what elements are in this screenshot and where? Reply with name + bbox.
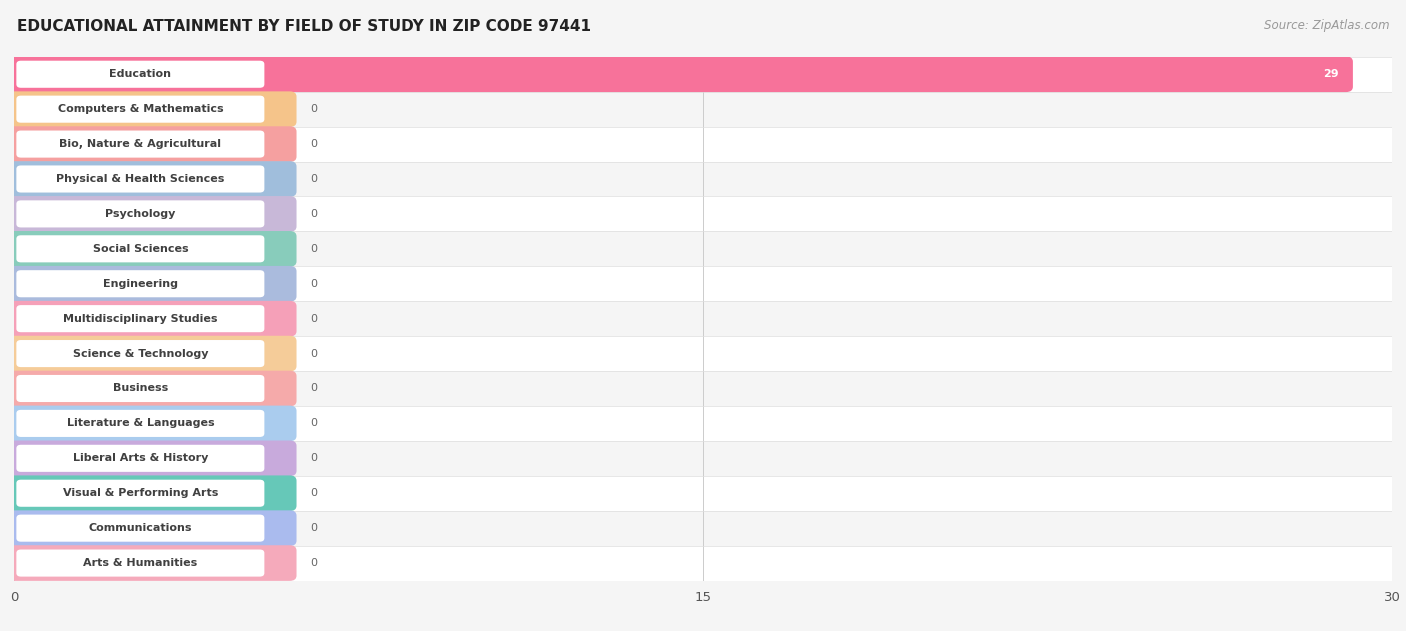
Text: 0: 0 <box>311 558 318 568</box>
Text: Liberal Arts & History: Liberal Arts & History <box>73 453 208 463</box>
FancyBboxPatch shape <box>17 165 264 192</box>
Bar <box>14 371 1392 406</box>
Text: 0: 0 <box>311 174 318 184</box>
Text: Visual & Performing Arts: Visual & Performing Arts <box>63 488 218 498</box>
Text: 0: 0 <box>311 279 318 289</box>
Text: 0: 0 <box>311 348 318 358</box>
Bar <box>14 57 1392 91</box>
FancyBboxPatch shape <box>17 201 264 227</box>
FancyBboxPatch shape <box>7 545 297 581</box>
FancyBboxPatch shape <box>17 96 264 122</box>
Bar <box>14 301 1392 336</box>
FancyBboxPatch shape <box>7 161 297 197</box>
Text: Bio, Nature & Agricultural: Bio, Nature & Agricultural <box>59 139 221 149</box>
Text: Communications: Communications <box>89 523 193 533</box>
FancyBboxPatch shape <box>7 196 297 232</box>
Text: Business: Business <box>112 384 167 394</box>
Bar <box>14 196 1392 232</box>
Text: Science & Technology: Science & Technology <box>73 348 208 358</box>
FancyBboxPatch shape <box>17 480 264 507</box>
FancyBboxPatch shape <box>7 475 297 511</box>
FancyBboxPatch shape <box>17 131 264 158</box>
FancyBboxPatch shape <box>17 61 264 88</box>
Text: 0: 0 <box>311 488 318 498</box>
FancyBboxPatch shape <box>7 336 297 372</box>
FancyBboxPatch shape <box>7 406 297 441</box>
Text: Source: ZipAtlas.com: Source: ZipAtlas.com <box>1264 19 1389 32</box>
FancyBboxPatch shape <box>17 340 264 367</box>
Text: Engineering: Engineering <box>103 279 179 289</box>
Bar <box>14 441 1392 476</box>
Text: 0: 0 <box>311 453 318 463</box>
Text: Education: Education <box>110 69 172 80</box>
Text: 0: 0 <box>311 384 318 394</box>
FancyBboxPatch shape <box>17 305 264 332</box>
FancyBboxPatch shape <box>7 231 297 267</box>
Text: Arts & Humanities: Arts & Humanities <box>83 558 197 568</box>
Bar <box>14 476 1392 510</box>
Bar <box>14 406 1392 441</box>
FancyBboxPatch shape <box>7 56 1353 92</box>
Bar <box>14 336 1392 371</box>
Text: Social Sciences: Social Sciences <box>93 244 188 254</box>
Bar <box>14 546 1392 581</box>
Bar <box>14 91 1392 127</box>
Bar <box>14 232 1392 266</box>
Bar <box>14 127 1392 162</box>
FancyBboxPatch shape <box>7 510 297 546</box>
Text: Computers & Mathematics: Computers & Mathematics <box>58 104 224 114</box>
Text: Physical & Health Sciences: Physical & Health Sciences <box>56 174 225 184</box>
Text: 0: 0 <box>311 209 318 219</box>
Text: 29: 29 <box>1323 69 1339 80</box>
Text: Psychology: Psychology <box>105 209 176 219</box>
Text: 0: 0 <box>311 244 318 254</box>
FancyBboxPatch shape <box>7 301 297 336</box>
Text: Literature & Languages: Literature & Languages <box>66 418 214 428</box>
FancyBboxPatch shape <box>7 370 297 406</box>
Text: 0: 0 <box>311 418 318 428</box>
FancyBboxPatch shape <box>17 515 264 541</box>
FancyBboxPatch shape <box>7 266 297 302</box>
FancyBboxPatch shape <box>7 91 297 127</box>
Bar <box>14 266 1392 301</box>
Text: 0: 0 <box>311 104 318 114</box>
FancyBboxPatch shape <box>17 445 264 472</box>
Bar <box>14 510 1392 546</box>
Text: EDUCATIONAL ATTAINMENT BY FIELD OF STUDY IN ZIP CODE 97441: EDUCATIONAL ATTAINMENT BY FIELD OF STUDY… <box>17 19 591 34</box>
Text: Multidisciplinary Studies: Multidisciplinary Studies <box>63 314 218 324</box>
FancyBboxPatch shape <box>17 270 264 297</box>
FancyBboxPatch shape <box>17 550 264 577</box>
Text: 0: 0 <box>311 139 318 149</box>
FancyBboxPatch shape <box>17 235 264 262</box>
FancyBboxPatch shape <box>7 126 297 162</box>
Text: 0: 0 <box>311 523 318 533</box>
FancyBboxPatch shape <box>17 410 264 437</box>
FancyBboxPatch shape <box>7 440 297 476</box>
Bar <box>14 162 1392 196</box>
FancyBboxPatch shape <box>17 375 264 402</box>
Text: 0: 0 <box>311 314 318 324</box>
